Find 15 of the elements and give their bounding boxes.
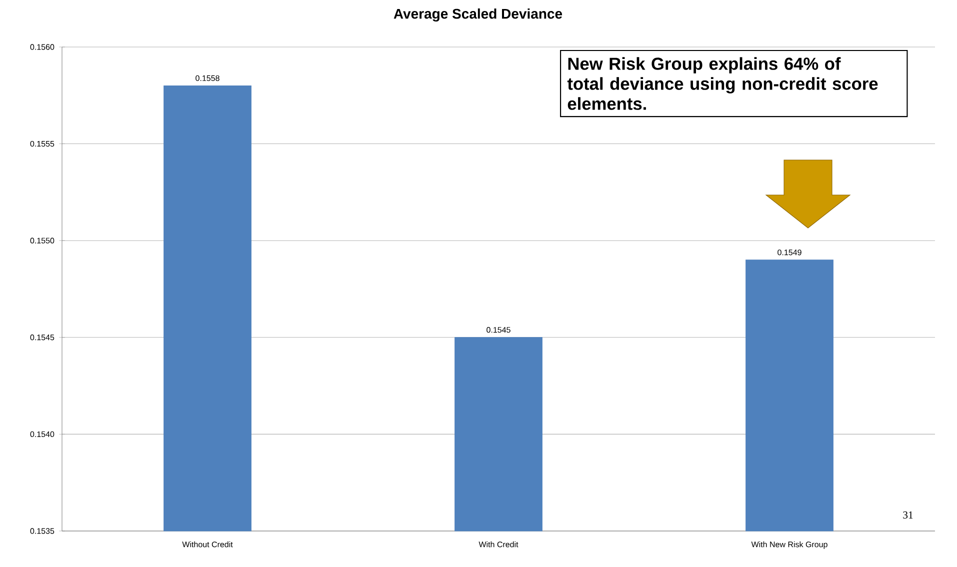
data-label: 0.1549 (778, 250, 802, 256)
annotation: New Risk Group explains 64% of total deviance using non-credit score elements. (567, 57, 878, 110)
y-tick-label: 0.1555 (30, 140, 54, 147)
y-tick-label: 0.1535 (30, 528, 54, 534)
y-tick-label: 0.1545 (30, 334, 54, 340)
y-tick-label: 0.1560 (30, 44, 54, 50)
x-tick-label: With New Risk Group (751, 541, 828, 549)
chart-title: Average Scaled Deviance (394, 8, 562, 22)
y-tick-label: 0.1550 (30, 238, 54, 244)
annotation: 31 (903, 511, 913, 519)
x-tick-label: With Credit (478, 541, 518, 548)
y-tick-label: 0.1540 (30, 431, 54, 438)
x-tick-label: Without Credit (182, 541, 233, 548)
data-label: 0.1545 (486, 327, 510, 333)
data-label: 0.1558 (196, 75, 220, 82)
